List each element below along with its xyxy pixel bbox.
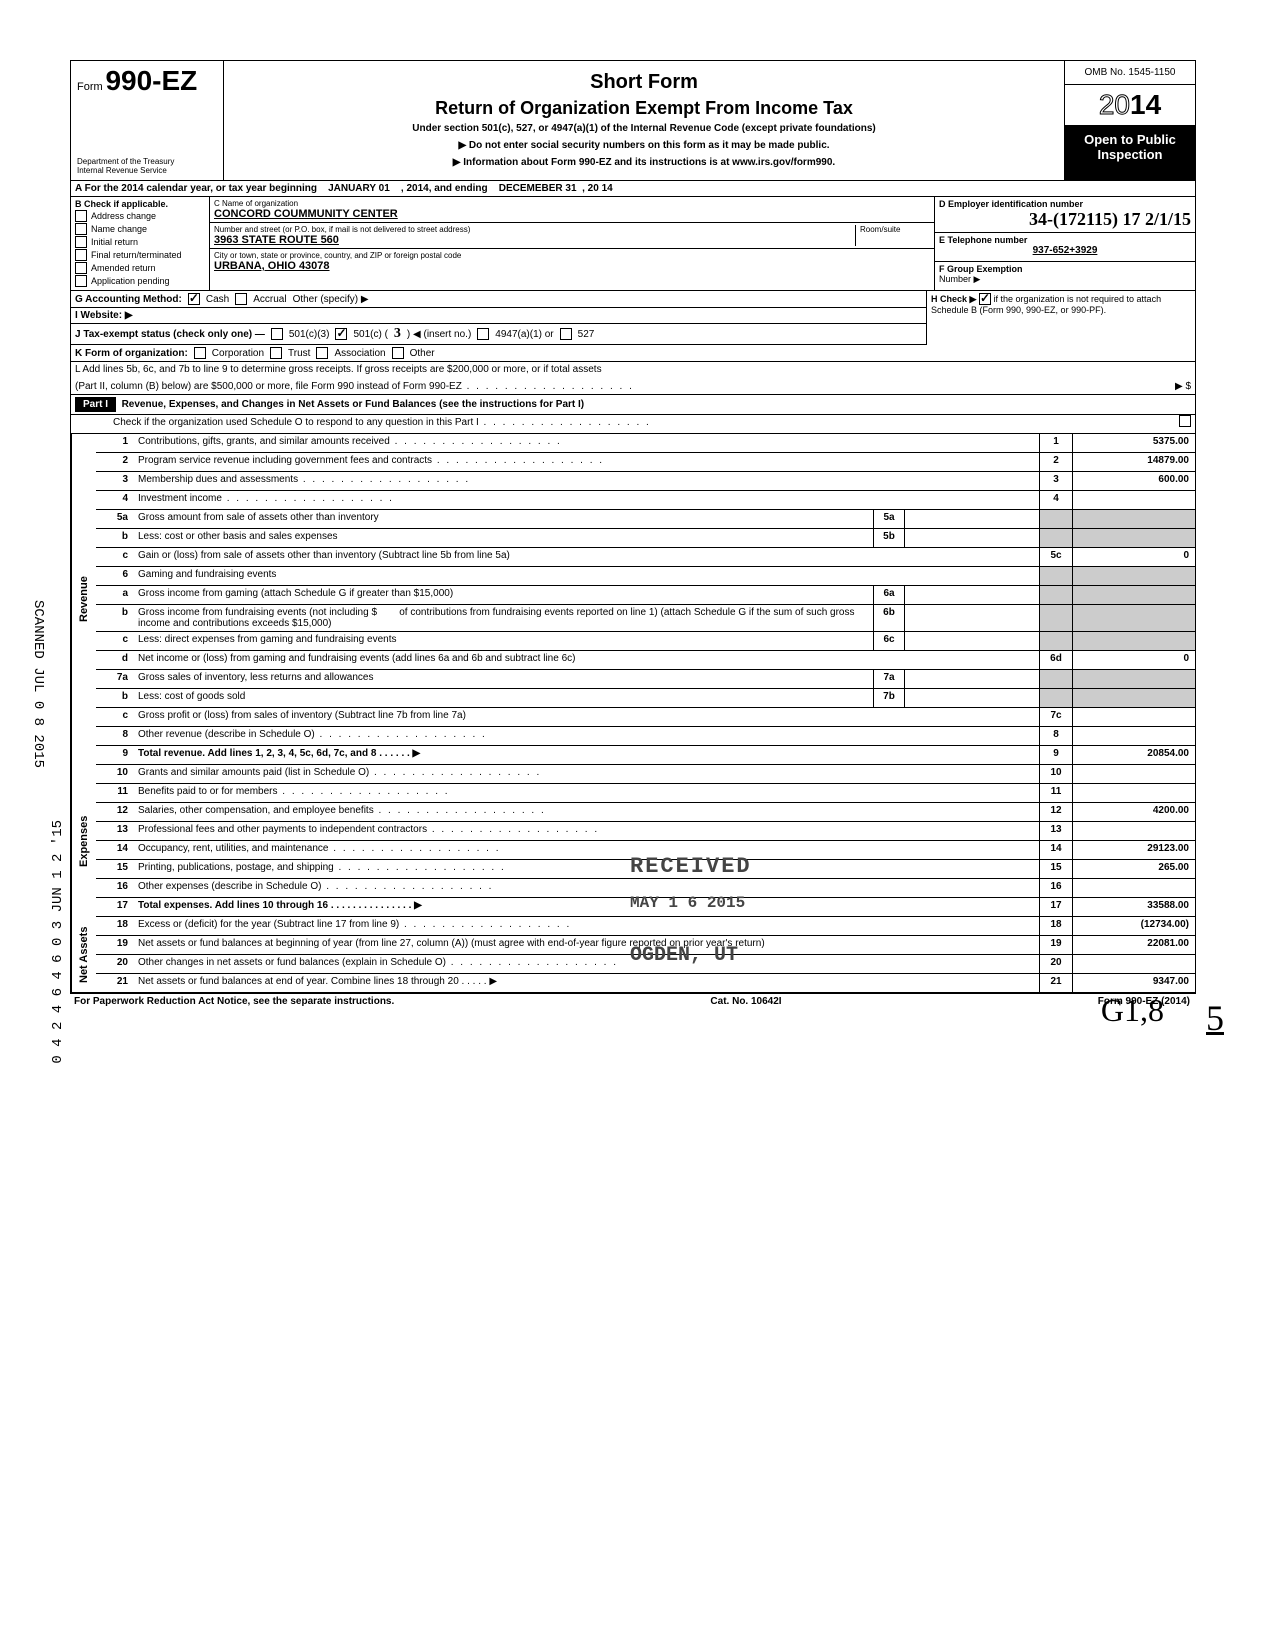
stamp-date: MAY 1 6 2015: [620, 890, 755, 916]
checkbox-schedule-o[interactable]: [1179, 415, 1191, 427]
checkbox-final-return[interactable]: [75, 249, 87, 261]
addr-label: Number and street (or P.O. box, if mail …: [214, 225, 855, 234]
room-label: Room/suite: [860, 225, 930, 234]
org-city: URBANA, OHIO 43078: [214, 260, 930, 272]
checkbox-4947[interactable]: [477, 328, 489, 340]
d-label: D Employer identification number: [939, 199, 1191, 209]
ein-value: 34-(172115) 17 2/1/15: [939, 209, 1191, 230]
short-form-title: Short Form: [234, 71, 1054, 94]
checkbox-corp[interactable]: [194, 347, 206, 359]
header-center: Short Form Return of Organization Exempt…: [224, 61, 1064, 180]
checkbox-other[interactable]: [392, 347, 404, 359]
checkbox-501c[interactable]: [335, 328, 347, 340]
checkbox-initial-return[interactable]: [75, 236, 87, 248]
phone-value: 937-652+3929: [939, 245, 1191, 256]
section-c: C Name of organization CONCORD COUMMUNIT…: [210, 197, 934, 290]
row-l: L Add lines 5b, 6c, and 7b to line 9 to …: [71, 362, 1195, 395]
f-label: F Group Exemption: [939, 264, 1191, 274]
org-name: CONCORD COUMMUNITY CENTER: [214, 208, 930, 220]
section-b: B Check if applicable. Address change Na…: [71, 197, 210, 290]
side-revenue: Revenue: [71, 434, 96, 765]
checkbox-pending[interactable]: [75, 275, 87, 287]
checkbox-527[interactable]: [560, 328, 572, 340]
row-h: H Check ▶ if the organization is not req…: [926, 291, 1195, 345]
stamp-ogden: OGDEN, UT: [620, 940, 748, 971]
stamp-barcode: 0 4 2 4 6 4 6 0 3 JUN 1 2 '15: [50, 820, 66, 1064]
row-a: A For the 2014 calendar year, or tax yea…: [71, 181, 1195, 197]
stamp-scanned: SCANNED JUL 0 8 2015: [30, 600, 46, 768]
subtitle: Under section 501(c), 527, or 4947(a)(1)…: [234, 123, 1054, 134]
open-public: Open to Public Inspection: [1065, 126, 1195, 180]
row-g: G Accounting Method: Cash Accrual Other …: [71, 291, 926, 308]
handwritten-note: G1,8: [1101, 992, 1164, 1029]
side-netassets: Net Assets: [71, 917, 96, 992]
dept-line2: Internal Revenue Service: [77, 167, 217, 176]
checkbox-h[interactable]: [979, 293, 991, 305]
omb-number: OMB No. 1545-1150: [1065, 61, 1195, 85]
form-label: Form: [77, 81, 103, 93]
checkbox-501c3[interactable]: [271, 328, 283, 340]
arrow-line-1: ▶ Do not enter social security numbers o…: [234, 140, 1054, 151]
footer: For Paperwork Reduction Act Notice, see …: [70, 994, 1194, 1009]
org-address: 3963 STATE ROUTE 560: [214, 234, 855, 246]
row-k: K Form of organization: Corporation Trus…: [71, 345, 1195, 362]
section-def: D Employer identification number 34-(172…: [934, 197, 1195, 290]
f-number: Number ▶: [939, 274, 1191, 285]
checkbox-amended[interactable]: [75, 262, 87, 274]
checkbox-trust[interactable]: [270, 347, 282, 359]
header-left: Form 990-EZ Department of the Treasury I…: [71, 61, 224, 180]
header-right: OMB No. 1545-1150 2014 Open to Public In…: [1064, 61, 1195, 180]
b-header: B Check if applicable.: [75, 199, 205, 209]
e-label: E Telephone number: [939, 235, 1191, 245]
checkbox-assoc[interactable]: [316, 347, 328, 359]
part1-check: Check if the organization used Schedule …: [71, 415, 1195, 434]
return-title: Return of Organization Exempt From Incom…: [234, 98, 1054, 119]
checkbox-address-change[interactable]: [75, 210, 87, 222]
name-label: C Name of organization: [214, 199, 930, 208]
part1-header: Part I Revenue, Expenses, and Changes in…: [71, 395, 1195, 415]
checkbox-cash[interactable]: [188, 293, 200, 305]
checkbox-accrual[interactable]: [235, 293, 247, 305]
row-i: I Website: ▶: [71, 308, 926, 324]
form-number: 990-EZ: [105, 65, 197, 96]
row-j: J Tax-exempt status (check only one) — 5…: [71, 324, 926, 345]
stamp-received: RECEIVED: [620, 850, 762, 883]
arrow-line-2: ▶ Information about Form 990-EZ and its …: [234, 157, 1054, 168]
side-expenses: Expenses: [71, 765, 96, 917]
tax-year: 2014: [1065, 85, 1195, 126]
handwritten-page: 5: [1206, 997, 1224, 1039]
city-label: City or town, state or province, country…: [214, 251, 930, 260]
checkbox-name-change[interactable]: [75, 223, 87, 235]
